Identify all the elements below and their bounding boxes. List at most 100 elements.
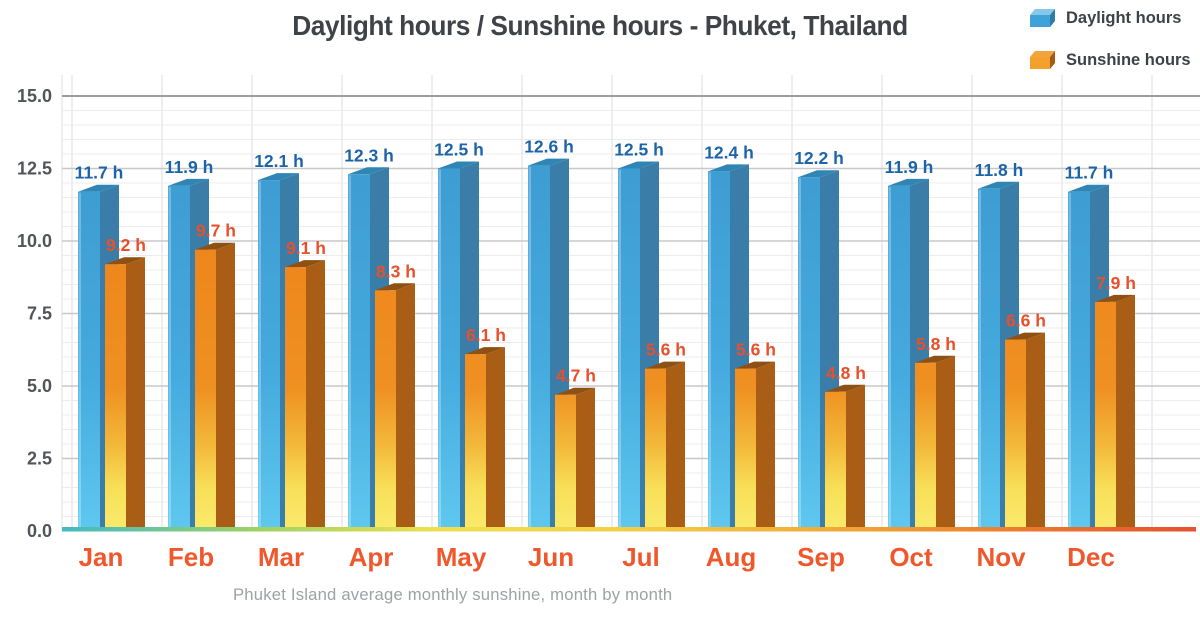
daylight-value-label-apr: 12.3 h <box>344 145 394 165</box>
legend-item-daylight[interactable]: Daylight hours <box>1028 4 1194 32</box>
month-label-aug: Aug <box>706 542 757 572</box>
daylight-value-label-may: 12.5 h <box>434 140 484 160</box>
sunshine-bar-top-apr <box>375 283 415 291</box>
month-label-oct: Oct <box>889 542 933 572</box>
sunshine-value-label-jul: 5.6 h <box>646 340 686 360</box>
sunshine-bar-top-mar <box>285 260 325 268</box>
sunshine-bar-side-nov <box>1026 332 1045 531</box>
daylight-bar-top-nov <box>978 181 1019 189</box>
chart-title: Daylight hours / Sunshine hours - Phuket… <box>292 10 908 41</box>
daylight-bar-may <box>438 168 460 531</box>
sunshine-bar-top-sep <box>825 384 865 392</box>
daylight-bar-sep <box>798 177 820 531</box>
daylight-bar-top-may <box>438 161 479 169</box>
daylight-bar-highlight-oct <box>888 186 891 531</box>
sunshine-bar-top-may <box>465 347 505 355</box>
daylight-bar-top-feb <box>168 178 209 186</box>
sunshine-swatch-icon <box>1030 51 1055 69</box>
daylight-bar-top-jun <box>528 158 569 166</box>
sunshine-bar-apr <box>375 290 396 531</box>
daylight-bar-mar <box>258 180 280 531</box>
daylight-bar-feb <box>168 185 190 531</box>
daylight-value-label-feb: 11.9 h <box>165 157 214 177</box>
legend-item-sunshine[interactable]: Sunshine hours <box>1028 46 1194 74</box>
daylight-bar-highlight-sep <box>798 178 801 531</box>
sunshine-bar-sep <box>825 391 846 531</box>
daylight-value-label-jan: 11.7 h <box>75 163 124 183</box>
daylight-bar-top-jul <box>618 161 659 169</box>
y-axis-label: 15.0 <box>17 86 52 106</box>
daylight-bar-dec <box>1068 191 1090 531</box>
legend: Daylight hours Sunshine hours <box>1028 4 1194 88</box>
sunshine-bar-mar <box>285 267 306 531</box>
legend-label-sunshine: Sunshine hours <box>1066 50 1191 69</box>
daylight-bar-highlight-jun <box>528 166 531 531</box>
daylight-value-label-dec: 11.7 h <box>1065 163 1114 183</box>
sunshine-bar-side-mar <box>306 260 325 531</box>
month-label-sep: Sep <box>797 542 845 572</box>
daylight-bar-oct <box>888 185 910 531</box>
x-axis-baseline <box>62 527 1196 532</box>
sunshine-value-label-nov: 6.6 h <box>1006 311 1046 331</box>
sunshine-value-label-mar: 9.1 h <box>286 238 326 258</box>
daylight-value-label-aug: 12.4 h <box>704 142 754 162</box>
daylight-bar-highlight-apr <box>348 175 351 532</box>
sunshine-value-label-oct: 5.8 h <box>916 334 956 354</box>
daylight-bar-apr <box>348 174 370 532</box>
sunshine-bar-dec <box>1095 301 1116 531</box>
y-axis-label: 12.5 <box>17 159 52 179</box>
month-label-jul: Jul <box>622 542 660 572</box>
daylight-bar-highlight-mar <box>258 181 261 531</box>
sunshine-bar-side-feb <box>216 242 235 531</box>
month-label-dec: Dec <box>1067 542 1115 572</box>
y-axis-label: 5.0 <box>27 376 52 396</box>
sunshine-bar-jan <box>105 264 126 531</box>
daylight-value-label-jul: 12.5 h <box>614 140 664 160</box>
sunshine-bar-side-jan <box>126 257 145 531</box>
sunshine-bar-aug <box>735 368 756 531</box>
sunshine-bar-side-may <box>486 347 505 531</box>
daylight-bar-aug <box>708 171 730 531</box>
sunshine-value-label-may: 6.1 h <box>466 325 506 345</box>
sunshine-bar-side-aug <box>756 361 775 531</box>
y-axis-label: 2.5 <box>27 449 52 469</box>
month-label-jun: Jun <box>528 542 574 572</box>
sunshine-bar-top-dec <box>1095 294 1135 302</box>
y-axis-label: 0.0 <box>27 521 52 541</box>
sunshine-bar-side-apr <box>396 283 415 531</box>
legend-label-daylight: Daylight hours <box>1066 8 1182 27</box>
chart-caption: Phuket Island average monthly sunshine, … <box>233 585 673 604</box>
month-label-feb: Feb <box>168 542 214 572</box>
sunshine-bar-side-jun <box>576 387 595 531</box>
daylight-bar-top-aug <box>708 164 749 172</box>
sunshine-bar-side-dec <box>1116 294 1135 531</box>
sunshine-bar-top-aug <box>735 361 775 369</box>
daylight-bar-top-jan <box>78 184 119 192</box>
sunshine-bar-top-jul <box>645 361 685 369</box>
month-label-mar: Mar <box>258 542 304 572</box>
month-label-may: May <box>436 542 487 572</box>
daylight-bar-highlight-jan <box>78 192 81 531</box>
daylight-bar-jul <box>618 168 640 531</box>
sunshine-bar-top-feb <box>195 242 235 250</box>
sunshine-bar-jun <box>555 394 576 531</box>
daylight-bar-highlight-aug <box>708 172 711 531</box>
daylight-bar-top-oct <box>888 178 929 186</box>
sunshine-value-label-dec: 7.9 h <box>1096 273 1136 293</box>
daylight-bar-highlight-feb <box>168 186 171 531</box>
sunshine-bar-may <box>465 354 486 531</box>
daylight-bar-highlight-nov <box>978 189 981 532</box>
y-axis-label: 10.0 <box>17 231 52 251</box>
daylight-bar-nov <box>978 188 1000 532</box>
daylight-value-label-oct: 11.9 h <box>885 157 934 177</box>
daylight-bar-top-sep <box>798 170 839 178</box>
sunshine-value-label-apr: 8.3 h <box>376 261 416 281</box>
sunshine-bar-feb <box>195 249 216 531</box>
month-label-jan: Jan <box>79 542 124 572</box>
daylight-value-label-mar: 12.1 h <box>254 151 304 171</box>
daylight-swatch-icon <box>1030 9 1055 27</box>
sunshine-bar-top-jun <box>555 387 595 395</box>
daylight-bar-highlight-dec <box>1068 192 1071 531</box>
